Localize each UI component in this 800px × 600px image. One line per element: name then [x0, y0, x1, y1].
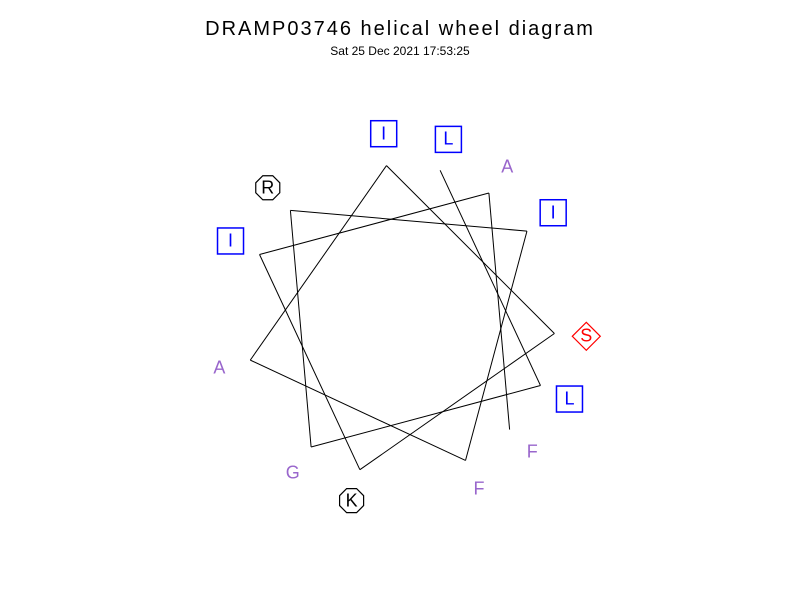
residue-box: [540, 200, 566, 226]
wheel-edge: [466, 231, 527, 460]
helical-wheel-svg: [0, 0, 800, 600]
residue-box: [556, 386, 582, 412]
residue-box: [435, 126, 461, 152]
wheel-residue-markers: [218, 121, 601, 513]
wheel-edge: [250, 166, 386, 361]
residue-octagon: [256, 176, 280, 200]
wheel-edge: [260, 193, 489, 254]
residue-diamond: [572, 322, 600, 350]
wheel-edge: [250, 360, 465, 460]
wheel-edge: [386, 166, 554, 334]
wheel-connection-lines: [250, 166, 554, 470]
residue-octagon: [340, 489, 364, 513]
wheel-edge: [360, 334, 555, 470]
residue-box: [371, 121, 397, 147]
wheel-edge: [260, 254, 360, 469]
residue-box: [218, 228, 244, 254]
